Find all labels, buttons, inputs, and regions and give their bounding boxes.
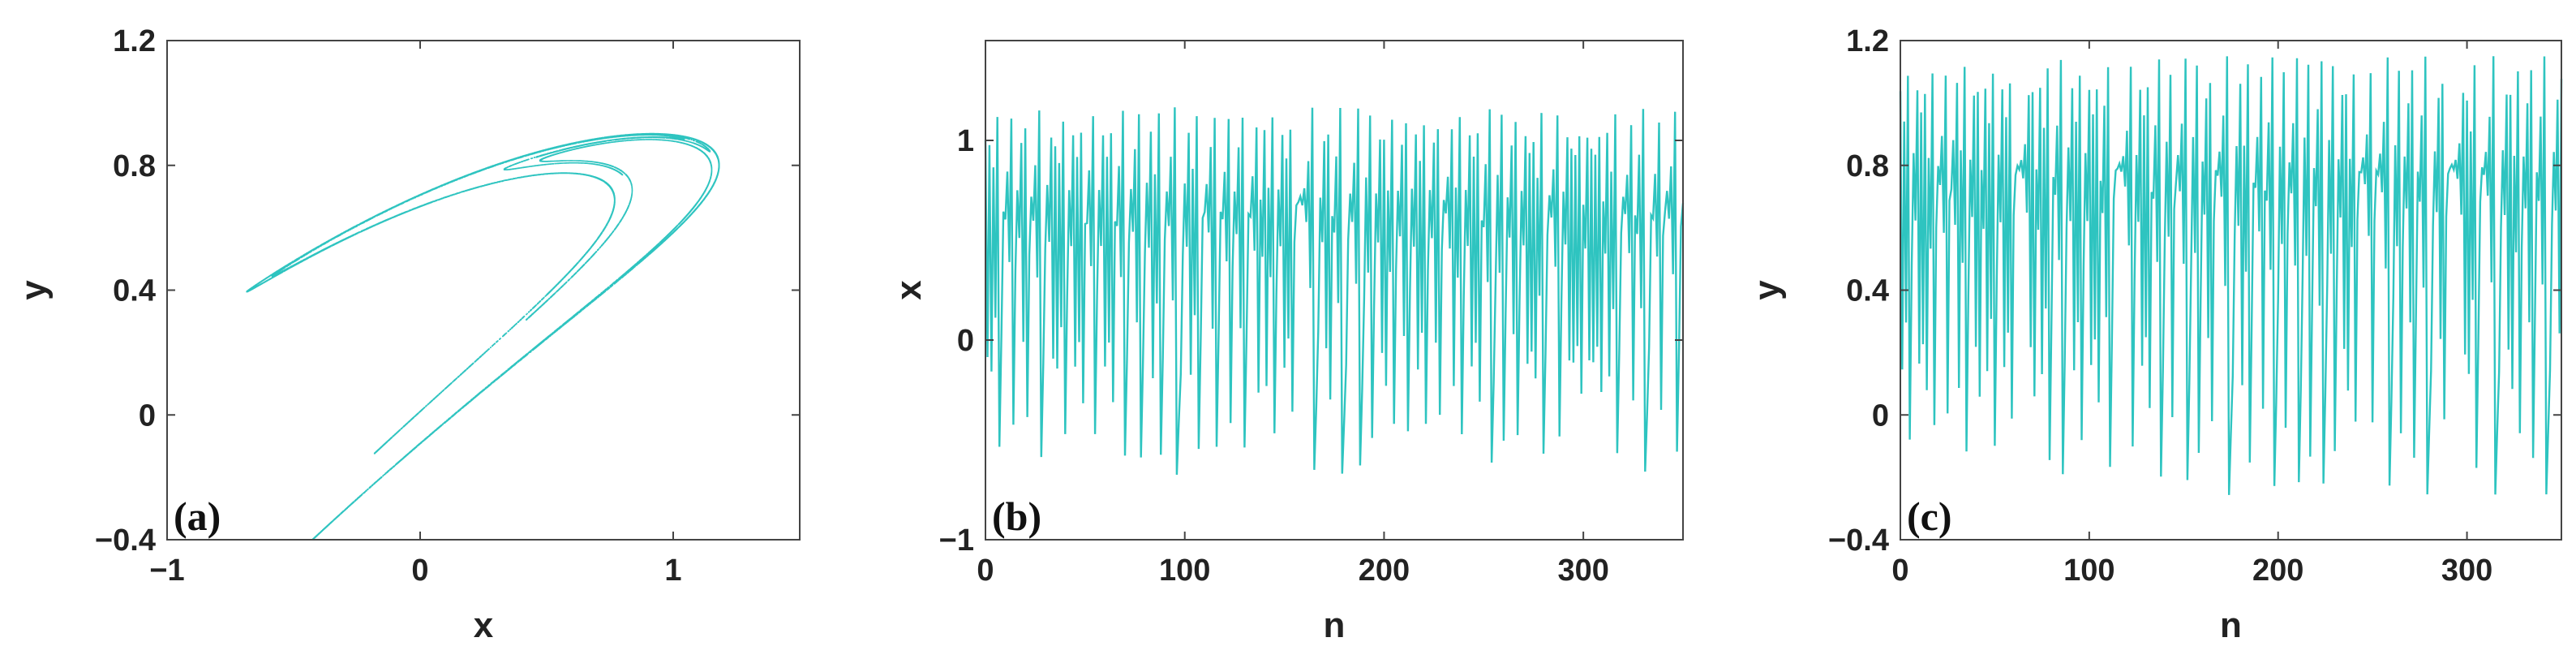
y-axis-label: y xyxy=(14,280,54,300)
y-tick-label: 0 xyxy=(1872,398,1889,433)
x-axis-label: x xyxy=(474,605,494,645)
series-line xyxy=(1899,56,2563,495)
x-tick-label: 200 xyxy=(1359,554,1410,588)
x-tick-label: 0 xyxy=(977,554,994,588)
x-tick-label: 200 xyxy=(2252,554,2303,588)
axes-frame xyxy=(166,40,801,541)
y-tick-label: −0.4 xyxy=(95,523,156,558)
panel-label: (c) xyxy=(1907,493,1952,539)
y-tick-label: 0.4 xyxy=(1846,274,1889,308)
y-tick-label: 0.4 xyxy=(113,274,156,308)
series-line xyxy=(984,107,1685,475)
panel-label: (b) xyxy=(992,493,1041,539)
y-tick-label: 0.8 xyxy=(113,149,156,183)
x-tick-label: 0 xyxy=(411,554,428,588)
panel-label: (a) xyxy=(174,493,221,539)
panel-a: −1 0 1 −0.4 0 0.4 0.8 1.2 x y (a) xyxy=(14,24,801,645)
y-axis-label: x xyxy=(889,280,929,300)
y-tick-label: 1 xyxy=(957,124,974,158)
x-axis-label: n xyxy=(2220,605,2242,645)
x-tick-label: −1 xyxy=(149,554,184,588)
axes-frame xyxy=(985,40,1684,541)
series-0 xyxy=(246,132,720,541)
x-tick-label: 0 xyxy=(1891,554,1908,588)
x-tick-label: 100 xyxy=(1159,554,1210,588)
y-tick-label: 1.2 xyxy=(1846,24,1889,58)
scatter-points xyxy=(246,132,720,541)
y-tick-label: 1.2 xyxy=(113,24,156,58)
panel-c: 0 100 200 300−0.400.40.81.2ny(c) xyxy=(1747,24,2563,645)
y-tick-label: 0 xyxy=(957,324,974,358)
y-tick-label: 0 xyxy=(139,398,156,433)
y-axis-label: y xyxy=(1747,280,1787,300)
x-tick-label: 300 xyxy=(1557,554,1608,588)
series-2 xyxy=(1899,56,2563,495)
y-tick-label: −1 xyxy=(939,523,974,558)
series-1 xyxy=(984,107,1685,475)
x-tick-label: 300 xyxy=(2441,554,2492,588)
y-tick-label: −0.4 xyxy=(1828,523,1889,558)
x-tick-label: 100 xyxy=(2063,554,2114,588)
y-tick-label: 0.8 xyxy=(1846,149,1889,183)
x-tick-label: 1 xyxy=(664,554,681,588)
x-axis-label: n xyxy=(1324,605,1346,645)
